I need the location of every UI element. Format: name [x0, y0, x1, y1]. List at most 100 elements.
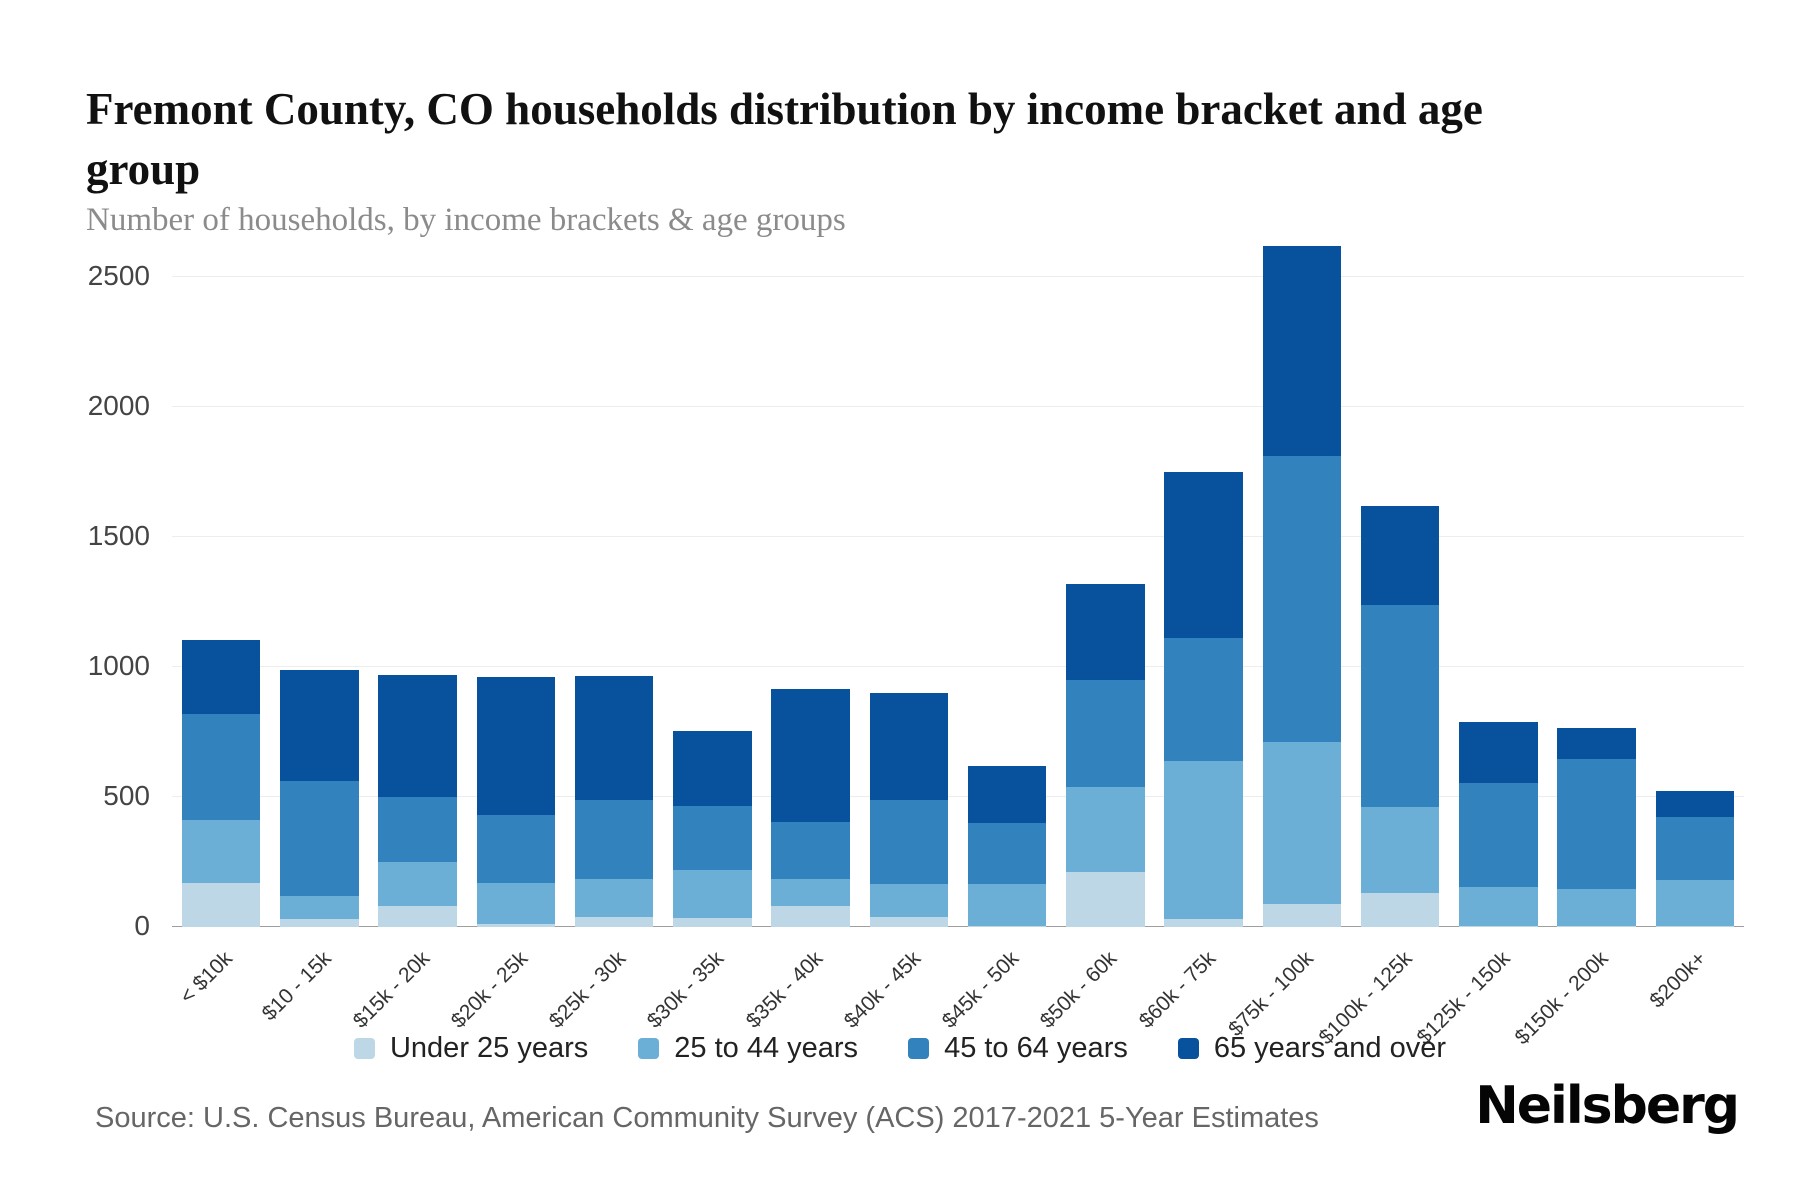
y-tick-label: 2500	[87, 260, 150, 291]
bar-segment[interactable]	[1459, 925, 1538, 927]
bar-segment[interactable]	[1557, 728, 1636, 760]
stacked-bar	[1360, 505, 1440, 927]
legend-label: Under 25 years	[389, 1031, 589, 1064]
legend-label: 25 to 44 years	[674, 1031, 859, 1064]
bar-segment[interactable]	[1066, 583, 1145, 681]
bar-slot	[270, 277, 368, 927]
stacked-bar	[1066, 583, 1145, 927]
bar-segment[interactable]	[673, 730, 752, 807]
bar-slot	[1646, 277, 1744, 927]
bar-segment[interactable]	[280, 895, 359, 920]
bar-segment[interactable]	[1459, 721, 1538, 783]
bar-segment[interactable]	[1262, 456, 1342, 743]
bar-slot	[565, 277, 663, 927]
bar-slot	[1155, 277, 1253, 927]
chart-subtitle: Number of households, by income brackets…	[86, 202, 846, 238]
bar-segment[interactable]	[1360, 604, 1440, 808]
bar-segment[interactable]	[1164, 760, 1243, 920]
bar-slot	[1253, 245, 1351, 927]
bar-segment[interactable]	[771, 689, 850, 822]
bar-segment[interactable]	[673, 806, 752, 870]
bar-segment[interactable]	[869, 884, 949, 917]
bar-segment[interactable]	[1655, 880, 1735, 926]
bar-segment[interactable]	[378, 797, 457, 863]
bar-segment[interactable]	[1066, 872, 1145, 927]
bar-segment[interactable]	[378, 906, 457, 927]
bar-segment[interactable]	[1066, 786, 1145, 873]
bar-segment[interactable]	[574, 916, 654, 927]
legend-swatch	[908, 1037, 930, 1059]
bar-segment[interactable]	[1360, 505, 1440, 605]
bar-segment[interactable]	[181, 639, 261, 714]
bar-segment[interactable]	[476, 882, 556, 925]
stacked-bar	[967, 765, 1047, 927]
bar-segment[interactable]	[771, 906, 850, 927]
neilsberg-logo[interactable]: Neilsberg	[1475, 1076, 1740, 1136]
bar-segment[interactable]	[1066, 680, 1145, 787]
bar-segment[interactable]	[378, 862, 457, 907]
bar-segment[interactable]	[1459, 886, 1538, 926]
gridline	[172, 536, 1744, 537]
stacked-bar	[1557, 728, 1636, 927]
bar-segment[interactable]	[1164, 472, 1243, 639]
bar-segment[interactable]	[967, 884, 1047, 926]
bar-segment[interactable]	[476, 815, 556, 883]
bar-segment[interactable]	[967, 823, 1047, 885]
bar-slot	[172, 277, 270, 927]
bar-segment[interactable]	[1557, 759, 1636, 890]
bar-segment[interactable]	[869, 916, 949, 927]
legend-item[interactable]: 45 to 64 years	[908, 1032, 1128, 1065]
bar-segment[interactable]	[574, 676, 654, 800]
legend-item[interactable]: Under 25 years	[353, 1031, 589, 1065]
bar-segment[interactable]	[181, 713, 261, 821]
legend-label: 45 to 64 years	[944, 1031, 1128, 1064]
bar-segment[interactable]	[869, 693, 949, 800]
gridline	[172, 666, 1744, 667]
bar-segment[interactable]	[1557, 889, 1636, 926]
bar-segment[interactable]	[1164, 638, 1243, 761]
bar-segment[interactable]	[1655, 816, 1735, 881]
y-tick-label: 0	[134, 910, 150, 941]
bar-slot	[1548, 277, 1646, 927]
stacked-bar	[673, 730, 752, 927]
stacked-bar	[1164, 472, 1243, 927]
bar-segment[interactable]	[280, 919, 359, 927]
bar-segment[interactable]	[1360, 807, 1440, 894]
bar-segment[interactable]	[771, 821, 850, 879]
bar-segment[interactable]	[181, 882, 261, 927]
bar-segment[interactable]	[476, 677, 556, 816]
bar-segment[interactable]	[1164, 919, 1243, 927]
bar-segment[interactable]	[1655, 925, 1735, 927]
bar-segment[interactable]	[1557, 925, 1636, 927]
bar-segment[interactable]	[771, 878, 850, 907]
y-tick-label: 1500	[87, 520, 150, 551]
bar-segment[interactable]	[673, 917, 752, 927]
legend-item[interactable]: 25 to 44 years	[638, 1032, 858, 1065]
bar-segment[interactable]	[181, 820, 261, 883]
stacked-bar	[1655, 790, 1735, 927]
bar-slot	[860, 277, 958, 927]
stacked-bar	[378, 674, 457, 927]
bar-segment[interactable]	[280, 669, 359, 782]
bar-segment[interactable]	[967, 925, 1047, 927]
bar-segment[interactable]	[967, 765, 1047, 824]
y-tick-label: 1000	[87, 650, 150, 681]
bar-segment[interactable]	[1262, 742, 1342, 904]
bar-segment[interactable]	[869, 799, 949, 885]
bar-segment[interactable]	[574, 799, 654, 879]
bar-segment[interactable]	[1360, 893, 1440, 927]
gridline	[172, 796, 1744, 797]
bar-segment[interactable]	[673, 869, 752, 918]
bars-group	[172, 245, 1744, 927]
bar-segment[interactable]	[280, 781, 359, 896]
bar-slot	[663, 277, 761, 927]
bar-segment[interactable]	[1459, 782, 1538, 887]
bar-segment[interactable]	[1262, 903, 1342, 927]
bar-segment[interactable]	[378, 674, 457, 798]
legend-item[interactable]: 65 years and over	[1177, 1032, 1446, 1065]
bar-segment[interactable]	[1262, 245, 1342, 457]
legend-swatch	[1177, 1037, 1199, 1059]
bar-segment[interactable]	[476, 924, 556, 927]
bar-segment[interactable]	[1655, 790, 1735, 817]
bar-segment[interactable]	[574, 878, 654, 917]
